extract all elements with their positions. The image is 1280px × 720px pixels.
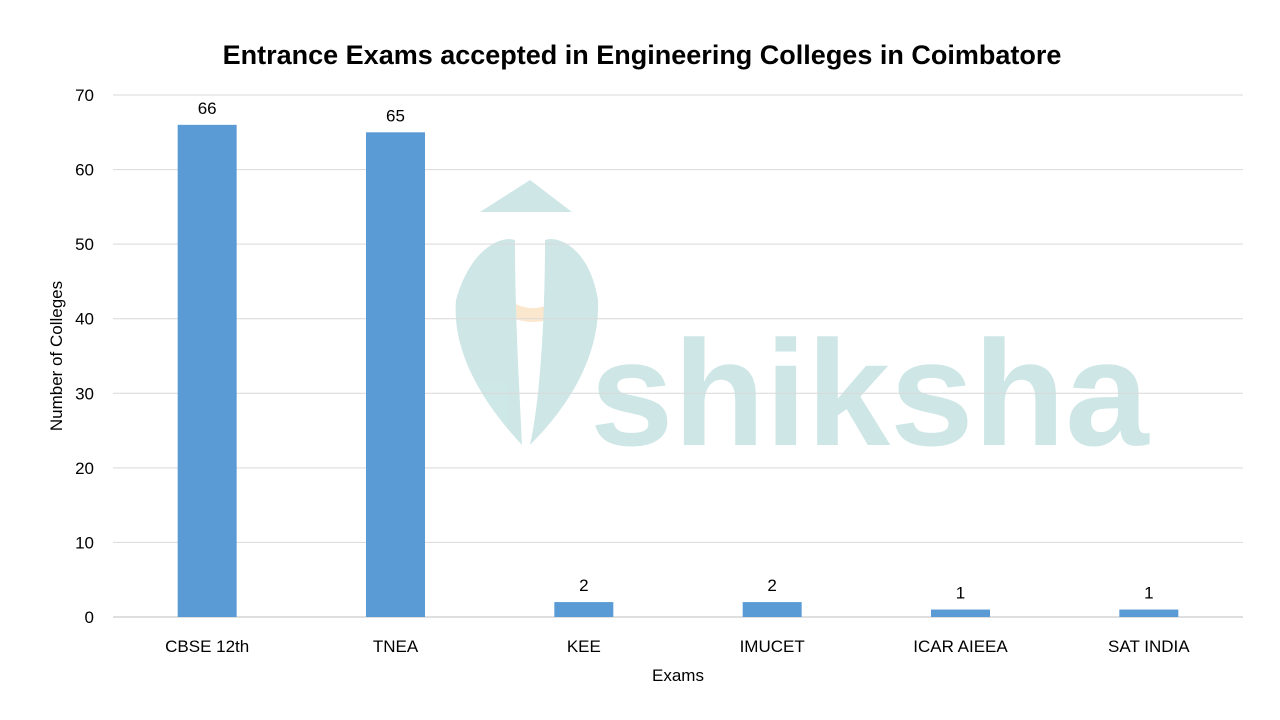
data-label: 1: [956, 584, 965, 603]
data-label: 1: [1144, 584, 1153, 603]
y-tick-label: 30: [75, 384, 94, 403]
x-tick-label: KEE: [567, 637, 601, 656]
y-tick-label: 40: [75, 310, 94, 329]
graduation-cap-icon: [480, 180, 572, 212]
x-tick-label: CBSE 12th: [165, 637, 249, 656]
bar-tnea: [366, 132, 425, 618]
x-tick-label: IMUCET: [740, 637, 805, 656]
logo-leaf-right: [530, 239, 599, 445]
y-tick-label: 60: [75, 161, 94, 180]
chart-title: Entrance Exams accepted in Engineering C…: [223, 40, 1062, 70]
shiksha-watermark-logo: shiksha: [455, 180, 1150, 477]
x-tick-label: TNEA: [373, 637, 419, 656]
y-axis-label: Number of Colleges: [47, 281, 66, 431]
data-label: 65: [386, 106, 405, 125]
y-tick-label: 10: [75, 533, 94, 552]
y-tick-label: 20: [75, 459, 94, 478]
x-axis-label: Exams: [652, 666, 704, 685]
data-label: 2: [579, 576, 588, 595]
y-tick-label: 70: [75, 86, 94, 105]
y-tick-label: 50: [75, 235, 94, 254]
x-tick-label: SAT INDIA: [1108, 637, 1190, 656]
bar-imucet: [742, 602, 802, 617]
data-label: 66: [198, 99, 217, 118]
y-tick-label: 0: [85, 608, 94, 627]
bar-cbse-12th: [177, 124, 237, 617]
bar-sat-india: [1119, 609, 1179, 617]
x-tick-label: ICAR AIEEA: [913, 637, 1008, 656]
bar-kee: [554, 602, 614, 617]
logo-leaf-left: [455, 239, 522, 445]
data-label: 2: [767, 576, 776, 595]
bar-icar-aieea: [931, 609, 990, 617]
